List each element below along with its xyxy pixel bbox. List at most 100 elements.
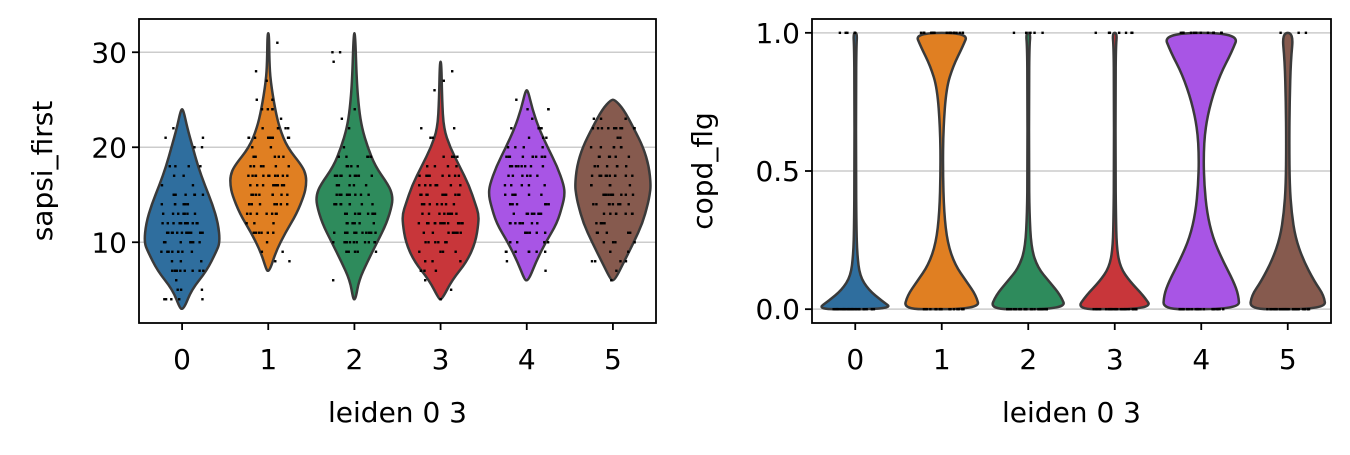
data-point (508, 203, 512, 206)
data-point (429, 136, 432, 139)
data-point (170, 231, 174, 234)
data-point (1266, 307, 1269, 311)
data-point (164, 241, 167, 244)
data-point (590, 174, 594, 177)
data-point (354, 193, 357, 196)
data-point (353, 231, 356, 234)
data-point (1222, 307, 1225, 311)
data-point (930, 31, 934, 35)
data-point (612, 146, 616, 149)
data-point (609, 212, 612, 215)
data-point (335, 193, 338, 196)
data-point (459, 184, 462, 187)
data-point (258, 203, 262, 206)
data-point (279, 203, 283, 206)
y-tick-label: 10 (91, 226, 127, 259)
data-point (512, 212, 516, 215)
data-point (179, 241, 182, 244)
data-point (343, 212, 347, 215)
data-point (166, 222, 169, 225)
data-point (521, 174, 524, 177)
data-point (605, 231, 609, 234)
violin-2 (315, 32, 394, 301)
data-point (427, 222, 430, 225)
data-point (261, 184, 265, 187)
data-point (835, 307, 839, 311)
data-point (619, 136, 622, 139)
violin-points-4 (503, 98, 550, 272)
data-point (338, 193, 341, 196)
data-point (366, 212, 370, 215)
data-point (503, 184, 507, 187)
x-tick-label: 0 (173, 343, 191, 376)
data-point (343, 241, 346, 244)
data-point (353, 250, 357, 253)
data-point (202, 269, 205, 272)
data-point (428, 174, 431, 177)
data-point (1120, 307, 1123, 311)
data-point (164, 136, 167, 139)
data-point (1023, 307, 1026, 311)
violin-3 (401, 60, 480, 301)
data-point (596, 165, 600, 168)
data-point (280, 184, 284, 187)
data-point (535, 231, 538, 234)
data-point (198, 269, 201, 272)
data-point (179, 222, 183, 225)
data-point (1294, 307, 1298, 311)
data-point (1220, 31, 1223, 35)
data-point (857, 307, 861, 311)
data-point (287, 165, 290, 168)
data-point (961, 31, 965, 35)
data-point (196, 222, 199, 225)
data-point (367, 241, 371, 244)
violin-points-2 (331, 51, 378, 282)
data-point (435, 184, 439, 187)
data-point (543, 250, 547, 253)
violin-5 (1249, 31, 1327, 311)
data-point (616, 136, 619, 139)
data-point (630, 212, 634, 215)
data-point (949, 31, 953, 35)
data-point (629, 231, 632, 234)
data-point (279, 117, 283, 120)
violin-2 (991, 31, 1065, 311)
x-tick-label: 3 (432, 343, 450, 376)
data-point (286, 203, 289, 206)
data-point (171, 269, 174, 272)
data-point (1218, 307, 1221, 311)
data-point (624, 165, 628, 168)
data-point (271, 136, 274, 139)
data-point (364, 184, 368, 187)
data-point (172, 222, 175, 225)
data-point (367, 231, 371, 234)
x-tick-label: 2 (346, 343, 364, 376)
data-point (255, 212, 259, 215)
data-point (333, 203, 336, 206)
data-point (423, 269, 426, 272)
data-point (441, 250, 445, 253)
data-point (1192, 31, 1196, 35)
data-point (346, 193, 349, 196)
data-point (599, 146, 603, 149)
data-point (526, 212, 530, 215)
data-point (952, 307, 956, 311)
data-point (615, 269, 618, 272)
data-point (189, 241, 193, 244)
data-point (624, 260, 628, 263)
data-point (631, 193, 635, 196)
data-point (177, 212, 180, 215)
data-point (268, 174, 271, 177)
data-point (369, 155, 373, 158)
data-point (1033, 307, 1036, 311)
data-point (840, 307, 843, 311)
data-point (270, 212, 274, 215)
data-point (250, 203, 253, 206)
data-point (461, 222, 464, 225)
data-point (260, 231, 263, 234)
data-point (1092, 307, 1095, 311)
data-point (1301, 307, 1305, 311)
x-tick-label: 0 (846, 343, 864, 376)
data-point (261, 127, 264, 130)
data-point (934, 307, 937, 311)
